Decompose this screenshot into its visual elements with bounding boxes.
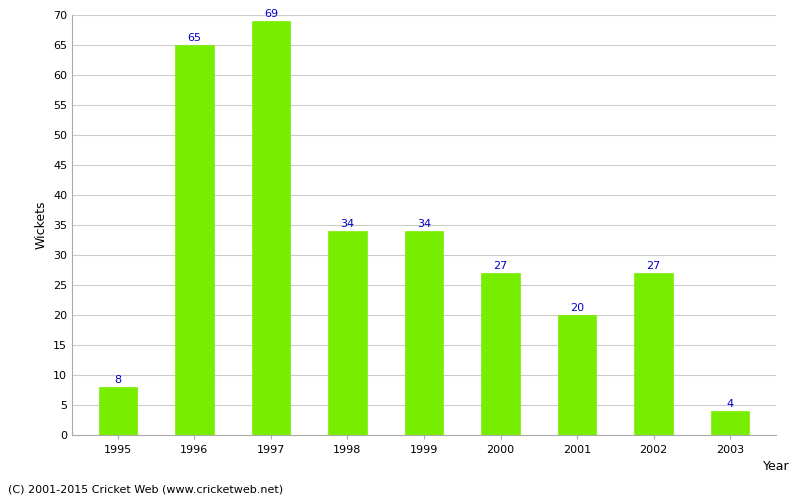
Bar <box>98 387 137 435</box>
Text: 65: 65 <box>187 32 202 42</box>
X-axis label: Year: Year <box>763 460 790 473</box>
Bar <box>252 21 290 435</box>
Text: 69: 69 <box>264 8 278 18</box>
Bar <box>328 231 366 435</box>
Bar <box>634 273 673 435</box>
Text: 4: 4 <box>726 398 734 408</box>
Text: 27: 27 <box>494 260 508 270</box>
Text: (C) 2001-2015 Cricket Web (www.cricketweb.net): (C) 2001-2015 Cricket Web (www.cricketwe… <box>8 485 283 495</box>
Text: 34: 34 <box>341 218 354 228</box>
Bar <box>558 315 596 435</box>
Bar <box>711 411 750 435</box>
Text: 27: 27 <box>646 260 661 270</box>
Text: 8: 8 <box>114 374 122 384</box>
Text: 34: 34 <box>417 218 431 228</box>
Y-axis label: Wickets: Wickets <box>34 200 47 249</box>
Bar <box>482 273 520 435</box>
Bar <box>405 231 443 435</box>
Bar <box>175 45 214 435</box>
Text: 20: 20 <box>570 302 584 312</box>
